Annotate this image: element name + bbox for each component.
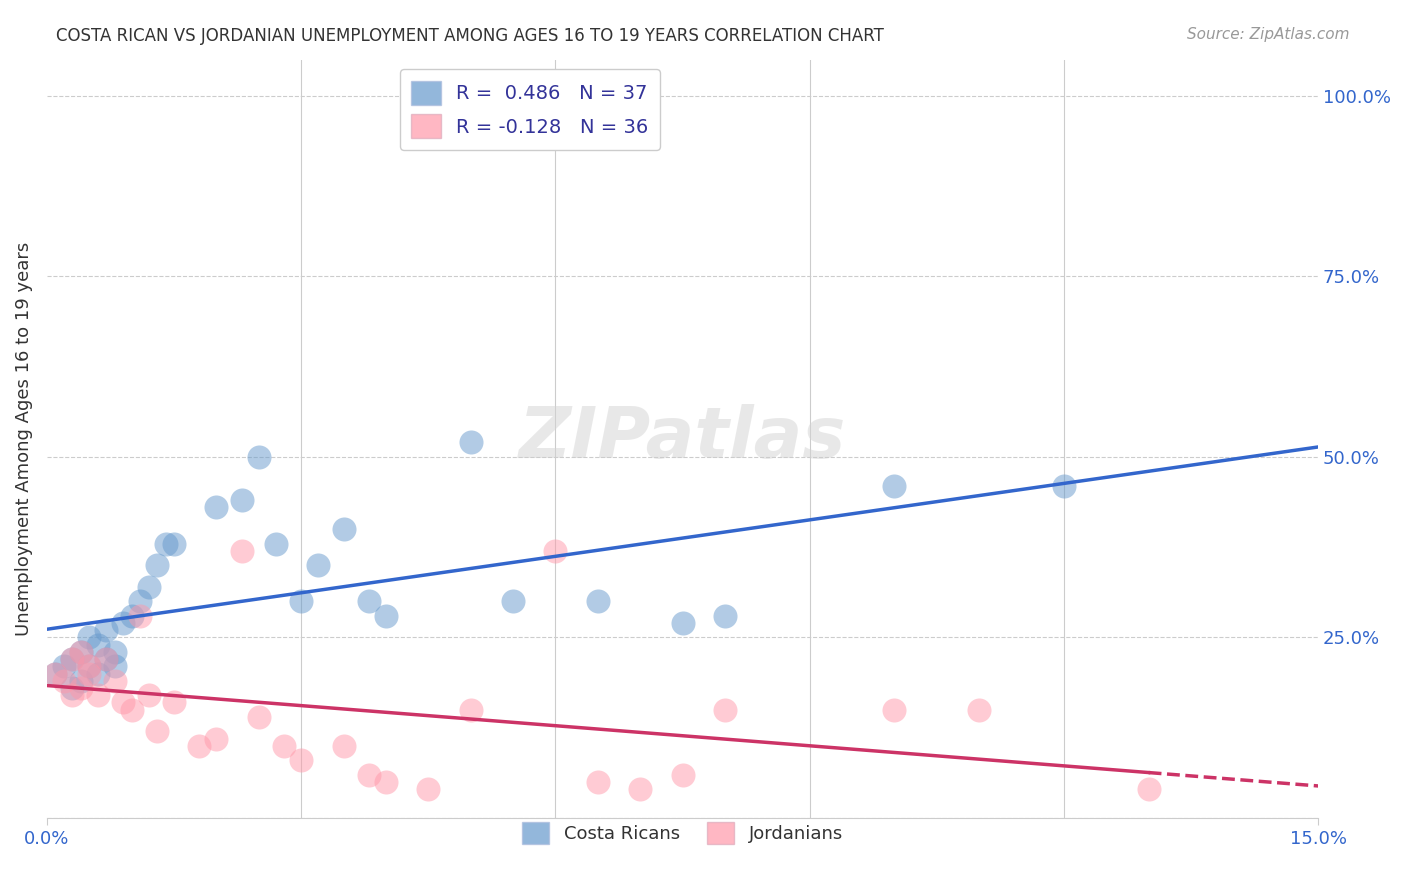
Point (714, 608, 737, 623)
Point (104, 645, 127, 659)
Point (69, 681, 91, 695)
Point (273, 739, 295, 753)
Point (138, 580, 160, 594)
Point (77, 666, 100, 681)
Point (332, 522, 354, 536)
Point (96, 652, 118, 666)
Point (60, 652, 83, 666)
Point (44, 666, 66, 681)
Point (52, 673, 75, 688)
Point (418, 782, 440, 797)
Point (163, 536, 186, 550)
Point (129, 594, 152, 608)
Point (87, 666, 110, 681)
Point (77, 659, 100, 673)
Point (121, 703, 143, 717)
Point (374, 608, 396, 623)
Point (146, 558, 169, 573)
Point (121, 608, 143, 623)
Point (52, 659, 75, 673)
Point (96, 652, 118, 666)
Point (60, 681, 83, 695)
Point (87, 638, 110, 652)
Point (112, 696, 135, 710)
Point (69, 645, 91, 659)
Point (290, 753, 312, 767)
Text: ZIPatlas: ZIPatlas (519, 404, 846, 474)
Point (883, 479, 905, 493)
Point (290, 594, 312, 608)
Point (96, 624, 118, 638)
Point (460, 703, 482, 717)
Point (60, 688, 83, 702)
Point (357, 768, 380, 782)
Point (502, 594, 524, 608)
Point (586, 594, 609, 608)
Point (112, 615, 135, 630)
Point (332, 739, 354, 753)
Point (155, 536, 177, 550)
Point (460, 435, 482, 450)
Point (544, 543, 567, 558)
Point (967, 703, 990, 717)
Point (138, 688, 160, 702)
Point (87, 688, 110, 702)
Point (205, 500, 228, 515)
Point (247, 710, 270, 724)
Point (357, 594, 380, 608)
Point (247, 450, 270, 464)
Point (44, 666, 66, 681)
Point (69, 673, 91, 688)
Point (671, 768, 693, 782)
Point (628, 782, 651, 797)
Point (104, 659, 127, 673)
Point (307, 558, 329, 573)
Point (231, 543, 253, 558)
Point (77, 631, 100, 645)
Point (104, 673, 127, 688)
Point (374, 775, 396, 789)
Point (714, 703, 737, 717)
Point (264, 536, 287, 550)
Point (129, 608, 152, 623)
Point (163, 696, 186, 710)
Point (231, 493, 253, 508)
Point (146, 724, 169, 739)
Point (188, 739, 211, 753)
Point (77, 659, 100, 673)
Legend: Costa Ricans, Jordanians: Costa Ricans, Jordanians (512, 811, 853, 855)
Point (1137, 782, 1160, 797)
Point (1053, 479, 1076, 493)
Point (205, 731, 228, 746)
Point (671, 615, 693, 630)
Text: COSTA RICAN VS JORDANIAN UNEMPLOYMENT AMONG AGES 16 TO 19 YEARS CORRELATION CHAR: COSTA RICAN VS JORDANIAN UNEMPLOYMENT AM… (56, 27, 884, 45)
Point (883, 703, 905, 717)
Point (69, 645, 91, 659)
Y-axis label: Unemployment Among Ages 16 to 19 years: Unemployment Among Ages 16 to 19 years (15, 242, 32, 636)
Point (60, 652, 83, 666)
Text: Source: ZipAtlas.com: Source: ZipAtlas.com (1187, 27, 1350, 42)
Point (586, 775, 609, 789)
